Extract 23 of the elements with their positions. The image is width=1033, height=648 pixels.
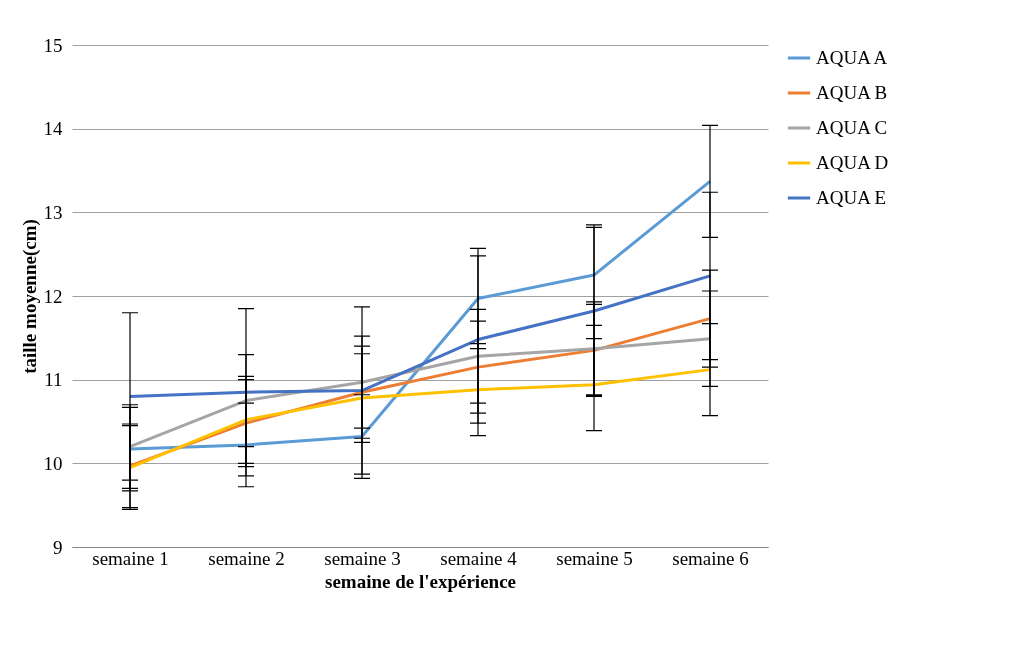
x-tick-label: semaine 6: [672, 547, 749, 569]
x-tick-label: semaine 5: [556, 547, 633, 569]
y-axis-title: taille moyenne(cm): [18, 219, 41, 374]
line-series: [128, 368, 712, 470]
y-tick-label: 12: [43, 285, 63, 307]
y-tick-label: 13: [43, 201, 63, 223]
x-axis-title: semaine de l'expérience: [324, 570, 517, 592]
line-series: [128, 274, 712, 398]
y-tick-label: 15: [43, 34, 63, 56]
y-tick-label: 14: [43, 118, 63, 140]
legend-label: AQUA E: [816, 187, 887, 208]
x-tick-label: semaine 4: [440, 547, 518, 569]
y-tick-label: 9: [53, 536, 63, 558]
x-tick-label: semaine 2: [208, 547, 285, 569]
y-tick-label: 11: [44, 369, 63, 391]
legend-label: AQUA B: [816, 82, 888, 103]
x-tick-label: semaine 1: [92, 547, 169, 569]
legend-label: AQUA C: [816, 117, 888, 138]
legend-label: AQUA D: [816, 152, 889, 173]
line-series: [128, 179, 712, 451]
x-tick-label: semaine 3: [324, 547, 401, 569]
legend-label: AQUA A: [816, 47, 888, 68]
y-tick-label: 10: [43, 452, 63, 474]
